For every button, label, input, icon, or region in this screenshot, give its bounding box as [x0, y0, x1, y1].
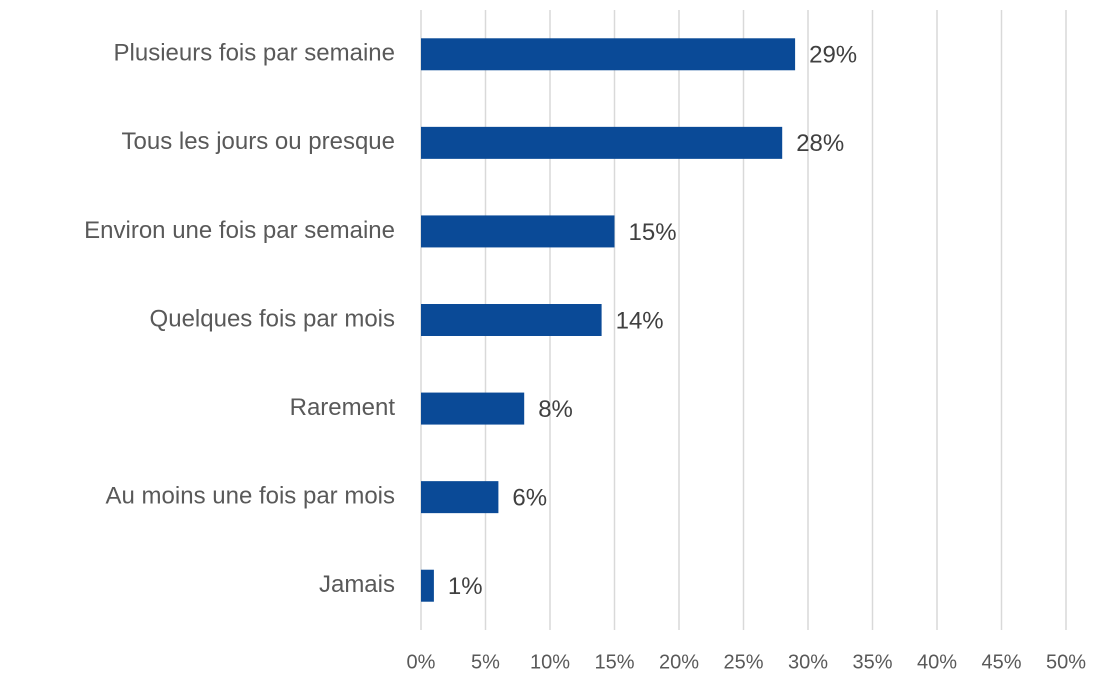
- bar: [421, 38, 796, 71]
- bar: [421, 215, 615, 248]
- x-tick-label: 50%: [1046, 651, 1086, 673]
- value-label: 14%: [616, 307, 664, 334]
- x-tick-label: 30%: [788, 651, 828, 673]
- y-tick-label: Tous les jours ou presque: [122, 128, 396, 155]
- bar: [421, 481, 499, 514]
- value-label: 29%: [809, 42, 857, 69]
- value-label: 28%: [796, 130, 844, 157]
- value-label: 1%: [448, 573, 483, 600]
- x-tick-label: 35%: [852, 651, 892, 673]
- x-tick-label: 25%: [723, 651, 763, 673]
- x-tick-label: 0%: [407, 651, 436, 673]
- y-tick-label: Environ une fois par semaine: [84, 217, 395, 244]
- x-tick-label: 20%: [659, 651, 699, 673]
- x-tick-label: 10%: [530, 651, 570, 673]
- value-label: 15%: [629, 219, 677, 246]
- value-label: 6%: [512, 484, 547, 511]
- x-tick-label: 5%: [471, 651, 500, 673]
- x-tick-label: 15%: [594, 651, 634, 673]
- x-tick-label: 45%: [981, 651, 1021, 673]
- x-tick-label: 40%: [917, 651, 957, 673]
- value-label: 8%: [538, 396, 573, 423]
- y-tick-label: Plusieurs fois par semaine: [114, 40, 395, 67]
- bar: [421, 126, 783, 159]
- bar: [421, 392, 525, 425]
- y-tick-label: Quelques fois par mois: [150, 305, 395, 332]
- y-tick-label: Jamais: [319, 571, 395, 598]
- y-tick-label: Rarement: [290, 394, 396, 421]
- bar: [421, 569, 434, 602]
- bar: [421, 304, 602, 336]
- y-tick-label: Au moins une fois par mois: [106, 482, 395, 509]
